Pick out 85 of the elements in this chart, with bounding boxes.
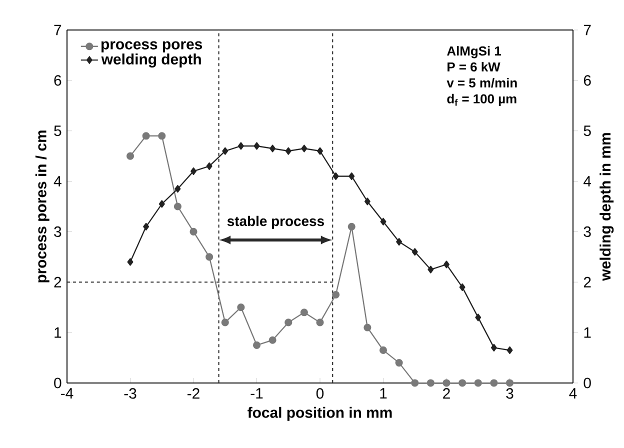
point: [143, 222, 150, 230]
point: [206, 162, 212, 170]
point: [490, 344, 497, 352]
point: [238, 142, 244, 150]
x-tick-label: 3: [506, 388, 514, 399]
point: [506, 379, 514, 387]
point: [379, 346, 388, 354]
point: [142, 132, 150, 140]
point: [127, 258, 134, 266]
point: [206, 253, 214, 261]
x-tick-label: -1: [250, 388, 263, 398]
point: [428, 266, 434, 274]
point: [285, 147, 292, 155]
point: [316, 318, 324, 326]
y-tick-label: 5: [54, 126, 62, 136]
point: [364, 198, 370, 206]
y2-tick-label: 0: [584, 378, 591, 388]
y-tick-label: 6: [54, 75, 62, 86]
annotation: P = 6 kW: [448, 62, 500, 72]
y-tick-label: 3: [54, 226, 62, 237]
x-axis-title: focal position in mm: [248, 406, 392, 421]
x-tick-label: -4: [61, 388, 74, 398]
point: [317, 147, 323, 155]
y2-axis-title: welding depth in mm: [600, 133, 614, 281]
y2-tick-label: 3: [584, 226, 591, 237]
point: [364, 324, 372, 332]
point: [490, 379, 498, 387]
point: [348, 172, 355, 180]
point: [252, 341, 261, 349]
point: [268, 336, 276, 344]
point: [459, 283, 466, 291]
annotation: v = 5 m/min: [446, 78, 517, 88]
point: [190, 228, 198, 236]
point: [254, 142, 260, 150]
point: [301, 144, 308, 152]
point: [332, 290, 340, 299]
point: [190, 167, 196, 175]
point: [158, 200, 165, 208]
y2-tick-label: 4: [584, 176, 592, 186]
y2-tick-label: 7: [584, 24, 591, 36]
annotation: AlMgSi 1: [447, 46, 502, 58]
point: [458, 379, 466, 387]
point: [475, 314, 482, 322]
point: [411, 379, 419, 387]
point: [396, 238, 402, 246]
point: [332, 172, 339, 180]
point: [237, 304, 245, 312]
legend-label: welding depth: [101, 54, 201, 68]
x-tick-label: 1: [380, 388, 387, 398]
y-tick-label: 1: [54, 327, 62, 338]
point: [126, 152, 134, 160]
point: [158, 132, 166, 140]
point: [270, 144, 276, 152]
x-tick-label: 0: [316, 388, 324, 399]
y-tick-label: 7: [54, 24, 62, 36]
point: [174, 185, 181, 193]
y-tick-label: 2: [54, 276, 62, 288]
annotation: stable process: [227, 216, 324, 229]
y2-tick-label: 5: [584, 126, 591, 136]
point: [412, 248, 418, 256]
point: [222, 147, 228, 155]
x-tick-label: -3: [124, 388, 136, 399]
point: [300, 308, 308, 316]
point: [348, 222, 356, 230]
point: [380, 218, 386, 226]
point: [474, 379, 482, 387]
x-tick-label: -2: [188, 388, 200, 399]
y-axis-title: process pores in / cm: [35, 130, 50, 282]
y-tick-label: 4: [54, 176, 62, 186]
point: [174, 202, 182, 210]
y2-tick-label: 1: [584, 327, 591, 338]
point: [442, 379, 450, 387]
point: [444, 260, 450, 268]
point: [221, 318, 229, 326]
x-tick-label: 4: [569, 388, 577, 398]
y2-tick-label: 6: [584, 75, 591, 86]
point: [506, 346, 513, 354]
legend-label: process pores: [102, 41, 202, 52]
x-tick-label: 2: [443, 388, 450, 399]
y-tick-label: 0: [54, 378, 62, 388]
annotation: d$_{f}$ = 100 µm: [447, 94, 516, 106]
point: [426, 379, 434, 387]
point: [284, 318, 292, 326]
y2-tick-label: 2: [584, 276, 591, 288]
point: [395, 359, 403, 367]
